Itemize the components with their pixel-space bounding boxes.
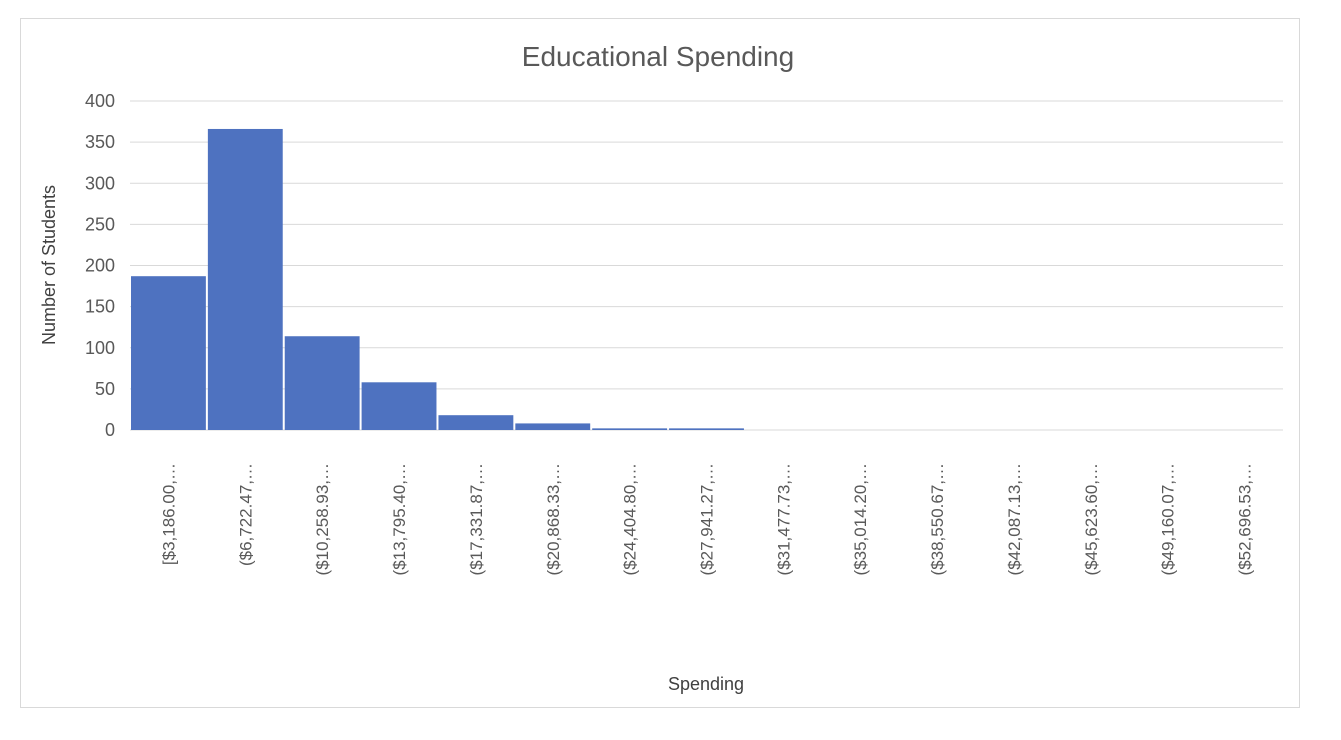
y-tick-label: 300 [85, 173, 115, 193]
x-tick-label: ($20,868.33,… [544, 463, 563, 575]
histogram-bar [207, 128, 283, 430]
x-tick-label: ($45,623.60,… [1082, 463, 1101, 575]
histogram-bar [592, 428, 668, 430]
x-tick-label: ($38,550.67,… [928, 463, 947, 575]
y-axis-title: Number of Students [39, 185, 59, 345]
y-tick-label: 0 [105, 420, 115, 440]
y-tick-label: 200 [85, 256, 115, 276]
x-tick-label: ($6,722.47,… [236, 463, 255, 566]
y-axis-ticks: 0 50 100 150 200 250 300 350 400 [85, 91, 115, 440]
x-axis-ticks: [$3,186.00,… ($6,722.47,… ($10,258.93,… ($1… [159, 463, 1254, 575]
x-tick-label: ($10,258.93,… [313, 463, 332, 575]
x-tick-label: ($35,014.20,… [851, 463, 870, 575]
x-tick-label: ($24,404.80,… [621, 463, 640, 575]
y-tick-label: 350 [85, 132, 115, 152]
y-tick-label: 50 [95, 379, 115, 399]
x-tick-label: ($31,477.73,… [774, 463, 793, 575]
x-tick-label: ($27,941.27,… [698, 463, 717, 575]
chart-title: Educational Spending [522, 41, 794, 72]
y-tick-label: 250 [85, 214, 115, 234]
y-tick-label: 100 [85, 338, 115, 358]
histogram-bar [515, 423, 591, 430]
x-tick-label: ($42,087.13,… [1005, 463, 1024, 575]
histogram-bar [361, 382, 437, 430]
bars [131, 128, 744, 430]
y-tick-label: 150 [85, 297, 115, 317]
x-tick-label: [$3,186.00,… [159, 463, 178, 565]
x-tick-label: ($52,696.53,… [1236, 463, 1255, 575]
x-tick-label: ($13,795.40,… [390, 463, 409, 575]
histogram-bar [284, 336, 360, 430]
histogram-bar [131, 276, 206, 430]
x-axis-title: Spending [668, 674, 744, 694]
x-tick-label: ($17,331.87,… [467, 463, 486, 575]
y-tick-label: 400 [85, 91, 115, 111]
histogram-bar [669, 428, 744, 430]
x-tick-label: ($49,160.07,… [1159, 463, 1178, 575]
histogram-bar [438, 415, 514, 430]
